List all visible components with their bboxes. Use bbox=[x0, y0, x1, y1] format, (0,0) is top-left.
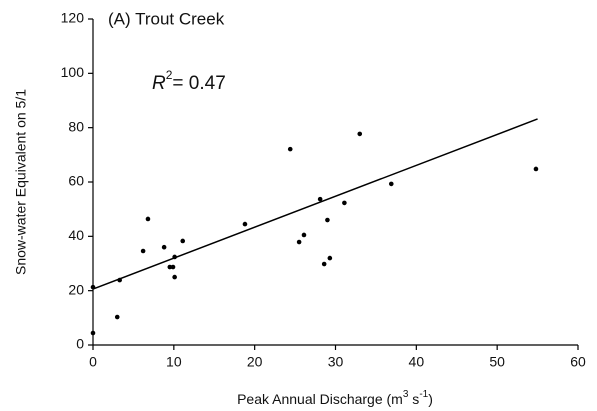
y-tick-label: 80 bbox=[68, 118, 84, 134]
point bbox=[114, 314, 120, 320]
point bbox=[296, 239, 302, 245]
point bbox=[533, 166, 539, 172]
point bbox=[140, 248, 146, 254]
point bbox=[388, 181, 394, 187]
r-value: = 0.47 bbox=[172, 73, 225, 94]
point bbox=[180, 238, 186, 244]
x-tick-label: 0 bbox=[89, 354, 97, 370]
trendline bbox=[92, 118, 538, 290]
point bbox=[242, 221, 248, 227]
y-tick-label: 100 bbox=[61, 64, 85, 80]
x-tick-label: 30 bbox=[328, 354, 344, 370]
x-label-part: Peak Annual Discharge (m bbox=[237, 391, 403, 407]
point bbox=[317, 196, 323, 202]
point bbox=[287, 146, 293, 152]
point bbox=[90, 330, 96, 336]
x-tick-label: 50 bbox=[489, 354, 505, 370]
point bbox=[167, 264, 173, 270]
y-axis-label: Snow-water Equivalent on 5/1 bbox=[13, 89, 29, 275]
point bbox=[342, 200, 347, 206]
y-tick-label: 20 bbox=[68, 281, 84, 297]
point bbox=[327, 255, 333, 261]
x-tick-label: 10 bbox=[166, 354, 182, 370]
chart-title: (A) Trout Creek bbox=[108, 9, 225, 28]
r-squared: R2= 0.47 bbox=[152, 68, 226, 94]
point bbox=[161, 244, 167, 250]
x-label-part: s bbox=[408, 391, 419, 407]
x-axis-label: Peak Annual Discharge (m3 s-1) bbox=[237, 389, 433, 407]
point bbox=[321, 261, 327, 267]
point bbox=[301, 232, 307, 238]
y-tick-label: 0 bbox=[76, 336, 84, 352]
point bbox=[145, 216, 151, 222]
point bbox=[172, 254, 177, 260]
point bbox=[172, 274, 177, 280]
point bbox=[357, 131, 363, 137]
r-variable: R bbox=[152, 73, 166, 94]
x-tick-label: 40 bbox=[409, 354, 425, 370]
y-tick-label: 40 bbox=[68, 227, 84, 243]
y-tick-label: 120 bbox=[61, 10, 85, 26]
x-label-sup: 3 bbox=[403, 389, 409, 400]
x-label-part: ) bbox=[428, 391, 433, 407]
point bbox=[170, 264, 176, 270]
point bbox=[90, 284, 96, 290]
r-exponent: 2 bbox=[166, 68, 173, 82]
x-label-sup: -1 bbox=[419, 389, 428, 400]
x-tick-label: 20 bbox=[247, 354, 263, 370]
point bbox=[325, 217, 330, 223]
y-tick-label: 60 bbox=[68, 173, 84, 189]
x-tick-label: 60 bbox=[570, 354, 586, 370]
point bbox=[117, 277, 122, 283]
